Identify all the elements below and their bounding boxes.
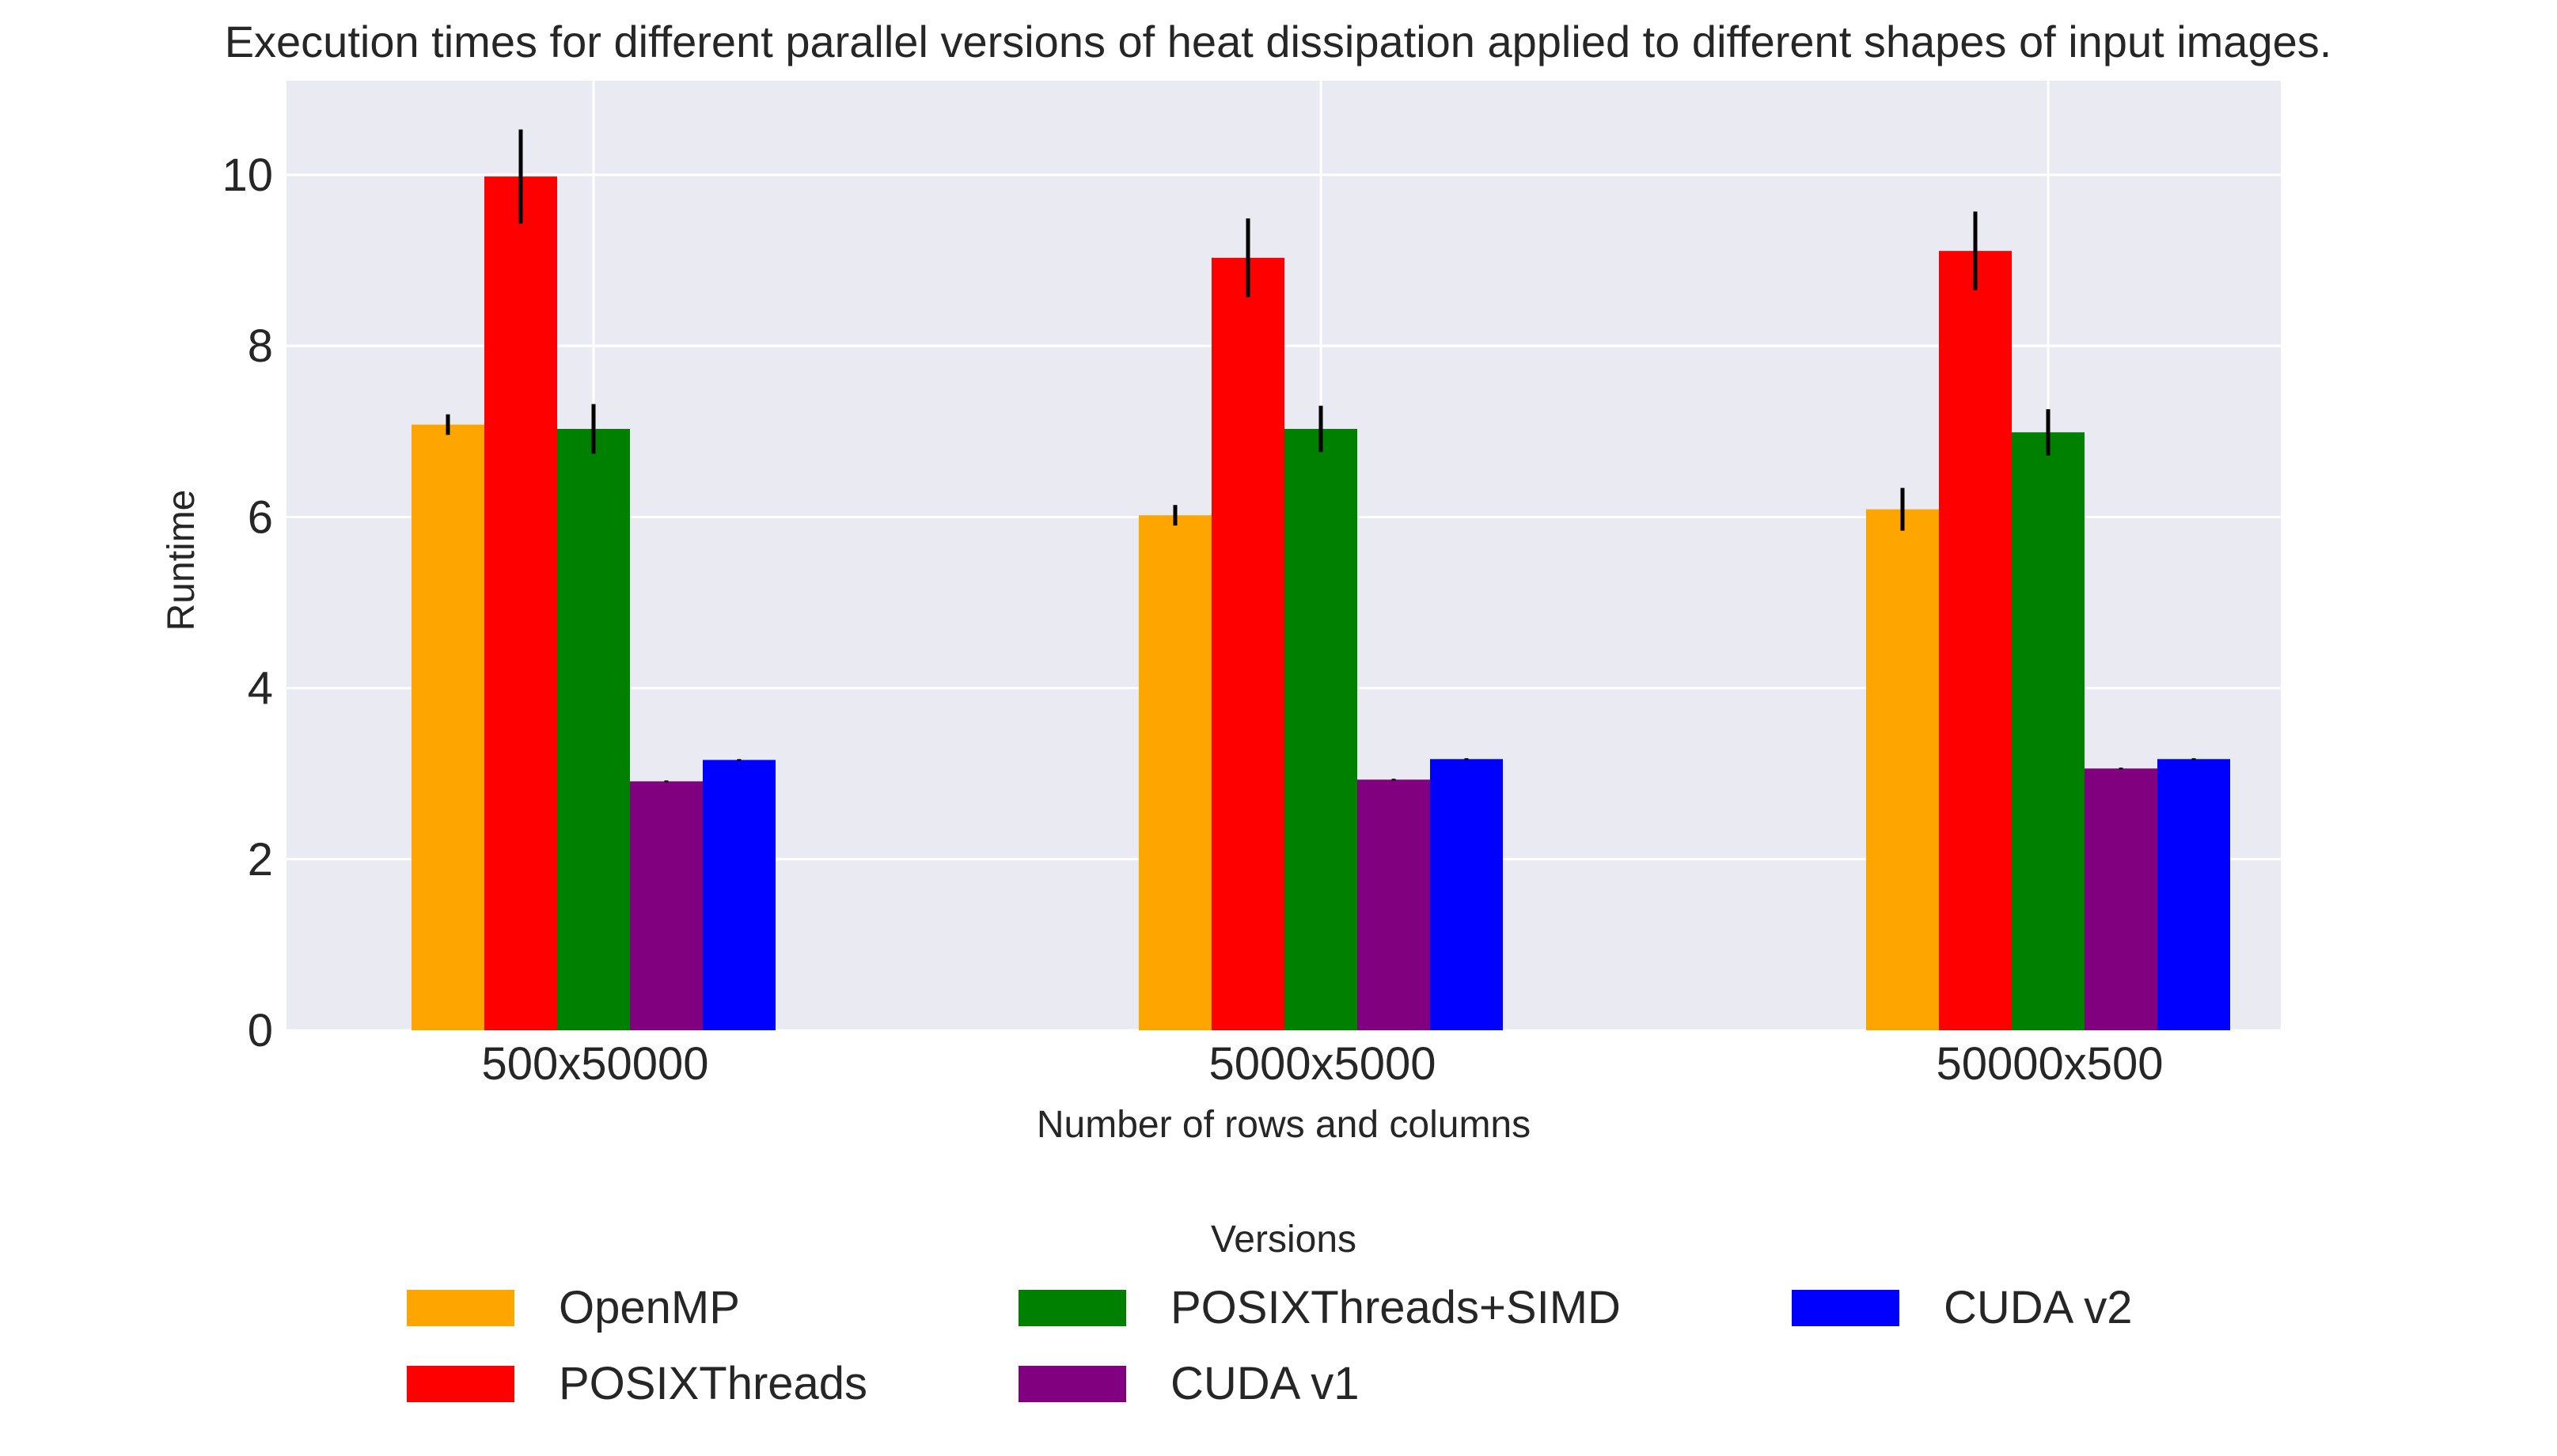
- bar-cuda-v2-2: [2157, 759, 2230, 1030]
- legend-title: Versions: [1211, 1219, 1356, 1261]
- bar-openmp-2: [1866, 509, 1939, 1030]
- legend-label-posixthreads-simd: POSIXThreads+SIMD: [1170, 1282, 1621, 1333]
- legend-swatch-posixthreads: [407, 1366, 514, 1402]
- bar-posixthreads-simd-0: [557, 429, 630, 1030]
- bar-posixthreads-simd-2: [2012, 432, 2085, 1030]
- chart-title: Execution times for different parallel v…: [225, 17, 2332, 66]
- y-tick-label-4: 8: [248, 320, 273, 372]
- bar-posixthreads-1: [1212, 257, 1284, 1030]
- y-tick-labels: 0 2 4 6 8 10: [222, 150, 273, 1056]
- y-axis-label: Runtime: [161, 490, 203, 631]
- bar-posixthreads-0: [484, 176, 557, 1031]
- y-tick-label-2: 4: [248, 663, 273, 715]
- bars: [412, 176, 2230, 1031]
- y-tick-label-0: 0: [248, 1005, 273, 1056]
- bar-posixthreads-2: [1939, 251, 2012, 1030]
- y-tick-label-5: 10: [222, 150, 273, 201]
- x-tick-label-1: 5000x5000: [1208, 1038, 1436, 1090]
- legend-swatch-cuda-v2: [1792, 1290, 1899, 1326]
- legend-label-posixthreads: POSIXThreads: [559, 1358, 867, 1409]
- x-axis-label: Number of rows and columns: [1037, 1104, 1531, 1146]
- bar-cuda-v2-0: [703, 760, 776, 1030]
- legend: Versions OpenMP POSIXThreads POSIXThreads+…: [407, 1219, 2133, 1409]
- legend-label-cuda-v1: CUDA v1: [1170, 1358, 1360, 1409]
- bar-openmp-1: [1139, 515, 1212, 1030]
- legend-swatch-posixthreads-simd: [1019, 1290, 1126, 1326]
- bar-openmp-0: [412, 424, 484, 1030]
- bar-cuda-v1-0: [630, 781, 703, 1030]
- y-tick-label-3: 6: [248, 491, 273, 543]
- error-bars: [446, 129, 2196, 783]
- y-tick-label-1: 2: [248, 834, 273, 885]
- bar-cuda-v1-2: [2085, 768, 2157, 1030]
- x-tick-labels: 500x50000 5000x5000 50000x500: [481, 1038, 2163, 1090]
- legend-label-cuda-v2: CUDA v2: [1944, 1282, 2133, 1333]
- x-tick-label-0: 500x50000: [481, 1038, 708, 1090]
- legend-swatch-openmp: [407, 1290, 514, 1326]
- legend-swatch-cuda-v1: [1019, 1366, 1126, 1402]
- x-tick-label-2: 50000x500: [1936, 1038, 2163, 1090]
- bar-cuda-v1-1: [1357, 779, 1430, 1030]
- bar-posixthreads-simd-1: [1284, 429, 1357, 1030]
- bar-cuda-v2-1: [1430, 759, 1503, 1030]
- legend-label-openmp: OpenMP: [559, 1282, 740, 1333]
